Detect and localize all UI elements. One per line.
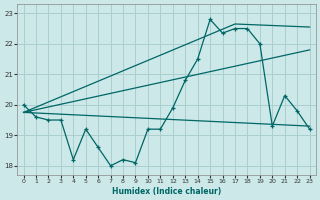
- X-axis label: Humidex (Indice chaleur): Humidex (Indice chaleur): [112, 187, 221, 196]
